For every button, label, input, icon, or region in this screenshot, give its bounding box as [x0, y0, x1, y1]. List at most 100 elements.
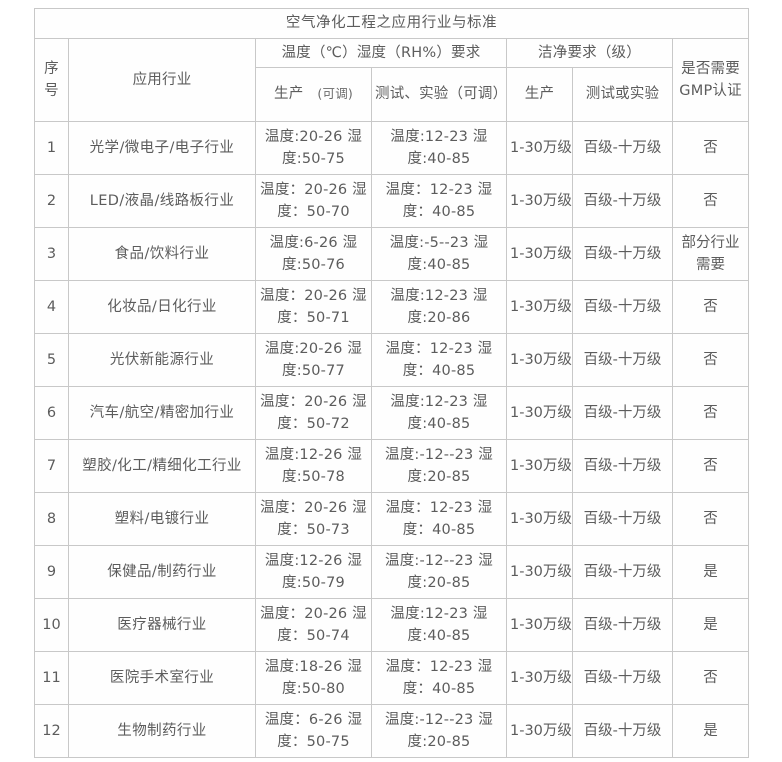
cell-temp-prod: 温度：6-26 湿度：50-75 [255, 704, 372, 758]
cell-gmp: 是 [671, 704, 750, 758]
cell-temp-test: 温度：12-23 湿度：40-85 [371, 333, 507, 387]
cell-clean-test: 百级-十万级 [572, 545, 673, 599]
cell-temp-test: 温度:-12--23 湿度:20-85 [371, 704, 507, 758]
cell-temp-prod: 温度:12-26 湿度:50-79 [255, 545, 372, 599]
cell-clean-prod: 1-30万级 [506, 280, 573, 334]
page-title: 空气净化工程之应用行业与标准 [33, 8, 750, 39]
cell-clean-test: 百级-十万级 [572, 121, 673, 175]
cell-clean-test: 百级-十万级 [572, 386, 673, 440]
cell-clean-test: 百级-十万级 [572, 651, 673, 705]
cell-industry: 保健品/制药行业 [68, 545, 256, 599]
table-row: 8 塑料/电镀行业 温度：20-26 湿度：50-73 温度：12-23 湿度：40-… [34, 492, 750, 546]
cell-clean-test: 百级-十万级 [572, 227, 673, 281]
cell-temp-test: 温度：12-23 湿度：40-85 [371, 651, 507, 705]
cell-temp-prod: 温度：20-26 湿度：50-74 [255, 598, 372, 652]
cell-clean-prod: 1-30万级 [506, 386, 573, 440]
cell-clean-test: 百级-十万级 [572, 704, 673, 758]
cell-industry: 汽车/航空/精密加行业 [68, 386, 256, 440]
table-row: 6 汽车/航空/精密加行业 温度：20-26 湿度：50-72 温度:12-23 湿度… [34, 386, 750, 440]
cell-clean-test: 百级-十万级 [572, 174, 673, 228]
cell-seq: 7 [34, 439, 69, 493]
header-temp-prod: 生产 (可调) [255, 67, 372, 122]
cell-gmp: 否 [671, 386, 750, 440]
cell-seq: 11 [34, 651, 69, 705]
cell-industry: 生物制药行业 [68, 704, 256, 758]
cell-seq: 4 [34, 280, 69, 334]
cell-temp-prod: 温度:6-26 湿度:50-76 [255, 227, 372, 281]
cell-seq: 9 [34, 545, 69, 599]
cell-clean-prod: 1-30万级 [506, 174, 573, 228]
cell-gmp: 否 [671, 121, 750, 175]
cell-temp-prod: 温度:12-26 湿度:50-78 [255, 439, 372, 493]
cell-clean-prod: 1-30万级 [506, 545, 573, 599]
cell-industry: 医疗器械行业 [68, 598, 256, 652]
cell-industry: 食品/饮料行业 [68, 227, 256, 281]
table-row: 1 光学/微电子/电子行业 温度:20-26 湿度:50-75 温度:12-23 湿度… [34, 121, 750, 175]
cell-gmp: 否 [671, 280, 750, 334]
header-gmp: 是否需要GMP认证 [671, 38, 750, 122]
cell-seq: 8 [34, 492, 69, 546]
cell-clean-prod: 1-30万级 [506, 439, 573, 493]
table-header-row-2: 生产 (可调) 测试、实验（可调） 生产 测试或实验 [35, 67, 749, 122]
cell-clean-prod: 1-30万级 [506, 598, 573, 652]
standards-table: 空气净化工程之应用行业与标准 序号 应用行业 温度（℃）湿度（RH%）要求 洁净… [33, 8, 750, 758]
cell-gmp: 部分行业需要 [671, 227, 750, 281]
cell-industry: LED/液晶/线路板行业 [68, 174, 256, 228]
cell-clean-test: 百级-十万级 [572, 492, 673, 546]
header-temp-test: 测试、实验（可调） [371, 67, 507, 122]
cell-temp-test: 温度:12-23 湿度:40-85 [371, 386, 507, 440]
cell-clean-prod: 1-30万级 [506, 121, 573, 175]
table-body: 空气净化工程之应用行业与标准 序号 应用行业 温度（℃）湿度（RH%）要求 洁净… [33, 8, 750, 758]
header-temp-prod-note: (可调) [317, 86, 353, 102]
header-seq: 序号 [34, 38, 69, 122]
table-row: 2 LED/液晶/线路板行业 温度：20-26 湿度：50-70 温度：12-23 湿… [34, 174, 750, 228]
header-clean-test: 测试或实验 [572, 67, 673, 122]
cell-clean-prod: 1-30万级 [506, 651, 573, 705]
cell-temp-test: 温度:12-23 湿度:40-85 [371, 598, 507, 652]
table-row: 4 化妆品/日化行业 温度：20-26 湿度：50-71 温度:12-23 湿度:20… [34, 280, 750, 334]
cell-temp-test: 温度:12-23 湿度:40-85 [371, 121, 507, 175]
cell-temp-prod: 温度:18-26 湿度:50-80 [255, 651, 372, 705]
cell-clean-prod: 1-30万级 [506, 227, 573, 281]
table-row: 3 食品/饮料行业 温度:6-26 湿度:50-76 温度:-5--23 湿度:40-… [34, 227, 750, 281]
cell-clean-test: 百级-十万级 [572, 598, 673, 652]
cell-seq: 2 [34, 174, 69, 228]
table-row: 10 医疗器械行业 温度：20-26 湿度：50-74 温度:12-23 湿度:40-… [34, 598, 750, 652]
cell-temp-test: 温度:12-23 湿度:20-86 [371, 280, 507, 334]
table-row: 12 生物制药行业 温度：6-26 湿度：50-75 温度:-12--23 湿度:20… [34, 704, 750, 758]
cell-gmp: 否 [671, 439, 750, 493]
cell-temp-prod: 温度：20-26 湿度：50-70 [255, 174, 372, 228]
cell-gmp: 是 [671, 545, 750, 599]
cell-seq: 6 [34, 386, 69, 440]
cell-clean-test: 百级-十万级 [572, 280, 673, 334]
table-row: 5 光伏新能源行业 温度:20-26 湿度:50-77 温度：12-23 湿度：40-… [34, 333, 750, 387]
cell-clean-test: 百级-十万级 [572, 333, 673, 387]
table-header-row-1: 序号 应用行业 温度（℃）湿度（RH%）要求 洁净要求（级） 是否需要GMP认证 [34, 38, 750, 122]
cell-gmp: 否 [671, 174, 750, 228]
header-industry: 应用行业 [68, 38, 256, 122]
cell-gmp: 是 [671, 598, 750, 652]
table-row: 11 医院手术室行业 温度:18-26 湿度:50-80 温度：12-23 湿度：40… [34, 651, 750, 705]
cell-industry: 化妆品/日化行业 [68, 280, 256, 334]
cell-gmp: 否 [671, 492, 750, 546]
cell-seq: 10 [34, 598, 69, 652]
cell-temp-prod: 温度:20-26 湿度:50-75 [255, 121, 372, 175]
cell-gmp: 否 [671, 651, 750, 705]
cell-clean-prod: 1-30万级 [506, 704, 573, 758]
cell-temp-prod: 温度:20-26 湿度:50-77 [255, 333, 372, 387]
header-temp-humidity-group: 温度（℃）湿度（RH%）要求 [255, 38, 507, 68]
cell-seq: 12 [34, 704, 69, 758]
table-row: 9 保健品/制药行业 温度:12-26 湿度:50-79 温度:-12--23 湿度:… [34, 545, 750, 599]
header-clean-group: 洁净要求（级） [506, 38, 673, 68]
cell-industry: 光伏新能源行业 [68, 333, 256, 387]
cell-industry: 医院手术室行业 [68, 651, 256, 705]
header-clean-prod: 生产 [506, 67, 573, 122]
cell-temp-test: 温度:-12--23 湿度:20-85 [371, 545, 507, 599]
cell-industry: 塑料/电镀行业 [68, 492, 256, 546]
header-temp-prod-label: 生产 [274, 86, 304, 103]
cell-temp-test: 温度：12-23 湿度：40-85 [371, 174, 507, 228]
cell-industry: 塑胶/化工/精细化工行业 [68, 439, 256, 493]
cell-seq: 3 [34, 227, 69, 281]
cell-gmp: 否 [671, 333, 750, 387]
